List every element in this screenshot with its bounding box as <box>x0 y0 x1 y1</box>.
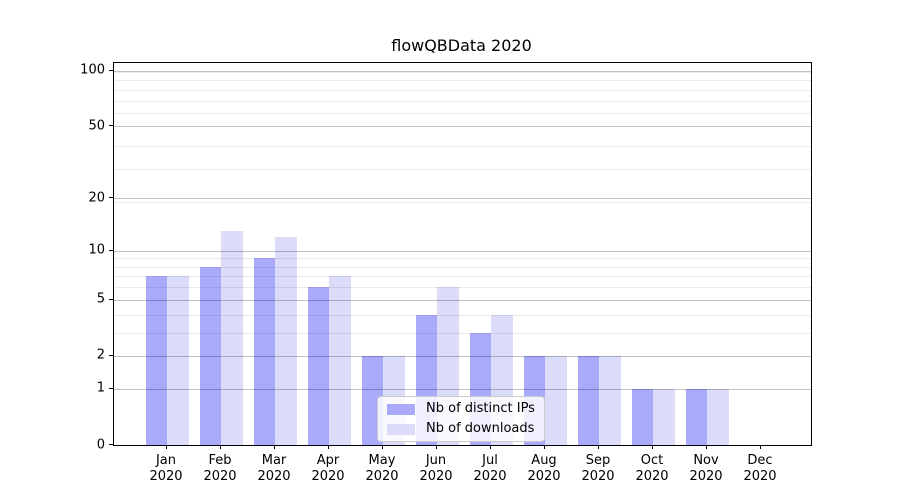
y-tick-label: 10 <box>88 242 105 258</box>
x-tick-label: Feb 2020 <box>203 453 237 484</box>
y-tick-mark <box>109 298 113 300</box>
legend-item-downloads: Nb of downloads <box>387 422 535 436</box>
bar-downloads-jan <box>167 276 189 445</box>
legend-swatch-downloads <box>387 423 415 435</box>
legend-item-distinct-ips: Nb of distinct IPs <box>387 402 535 416</box>
bar-distinct-ips-oct <box>631 388 653 445</box>
bar-downloads-oct <box>653 388 675 445</box>
gridline-minor <box>114 100 811 102</box>
x-tick-mark <box>760 445 761 449</box>
gridline-major <box>114 250 811 252</box>
y-tick-mark <box>109 444 113 445</box>
gridline-minor <box>114 314 811 316</box>
plot-area <box>113 62 812 446</box>
gridline-minor <box>114 258 811 260</box>
gridline-major <box>114 355 811 357</box>
bar-distinct-ips-nov <box>685 388 707 445</box>
x-tick-mark <box>328 445 329 449</box>
y-tick-mark <box>109 249 113 251</box>
gridline-minor <box>114 113 811 114</box>
gridline-major <box>114 198 811 200</box>
y-tick-mark <box>109 354 113 356</box>
gridline-minor <box>114 287 811 289</box>
bar-distinct-ips-apr <box>307 287 329 445</box>
bar-downloads-mar <box>275 237 297 445</box>
x-tick-label: May 2020 <box>365 453 399 484</box>
chart-title: flowQBData 2020 <box>391 36 532 55</box>
x-tick-mark <box>274 445 275 449</box>
gridline-minor <box>114 202 811 204</box>
y-tick-label: 50 <box>88 118 105 134</box>
gridline-minor <box>114 80 811 82</box>
x-tick-label: Aug 2020 <box>527 453 561 484</box>
x-tick-label: Dec 2020 <box>743 453 777 484</box>
x-tick-mark <box>436 445 437 449</box>
gridline-major <box>114 70 811 72</box>
bar-downloads-feb <box>221 231 243 445</box>
bar-distinct-ips-mar <box>253 258 275 445</box>
x-tick-mark <box>220 445 221 449</box>
bar-downloads-nov <box>707 388 729 445</box>
x-tick-mark <box>382 445 383 449</box>
gridline-minor <box>114 332 811 334</box>
bar-downloads-apr <box>329 276 351 445</box>
gridline-minor <box>114 145 811 147</box>
x-tick-mark <box>544 445 545 449</box>
legend-swatch-distinct-ips <box>387 403 415 415</box>
bar-distinct-ips-feb <box>199 266 221 445</box>
x-tick-label: Jan 2020 <box>149 453 183 484</box>
y-tick-mark <box>109 197 113 199</box>
y-tick-label: 5 <box>96 291 105 307</box>
x-tick-label: Nov 2020 <box>689 453 723 484</box>
y-tick-mark <box>109 387 113 389</box>
y-tick-mark <box>109 69 113 71</box>
gridline-minor <box>114 276 811 278</box>
gridline-major <box>114 126 811 128</box>
x-tick-mark <box>598 445 599 449</box>
gridline-minor <box>114 71 811 73</box>
legend: Nb of distinct IPs Nb of downloads <box>377 396 545 442</box>
gridline-minor <box>114 266 811 268</box>
x-tick-mark <box>166 445 167 449</box>
x-tick-label: Oct 2020 <box>635 453 669 484</box>
x-tick-mark <box>706 445 707 449</box>
y-tick-mark <box>109 125 113 127</box>
x-tick-label: Apr 2020 <box>311 453 345 484</box>
x-tick-label: Mar 2020 <box>257 453 291 484</box>
bar-downloads-aug <box>545 355 567 445</box>
legend-label: Nb of distinct IPs <box>426 401 535 416</box>
x-tick-label: Jun 2020 <box>419 453 453 484</box>
gridline-major <box>114 388 811 390</box>
y-tick-label: 20 <box>88 190 105 206</box>
y-tick-label: 0 <box>96 437 105 452</box>
x-tick-label: Sep 2020 <box>581 453 615 484</box>
bar-distinct-ips-jan <box>145 276 167 445</box>
bar-distinct-ips-sep <box>577 355 599 445</box>
y-tick-label: 1 <box>96 380 105 396</box>
gridline-major <box>114 299 811 301</box>
x-tick-mark <box>652 445 653 449</box>
x-tick-label: Jul 2020 <box>473 453 507 484</box>
legend-label: Nb of downloads <box>426 421 535 436</box>
gridline-minor <box>114 89 811 91</box>
bar-downloads-sep <box>599 355 621 445</box>
y-tick-label: 100 <box>80 62 105 78</box>
gridline-minor <box>114 169 811 171</box>
x-tick-mark <box>490 445 491 449</box>
y-tick-label: 2 <box>96 347 105 363</box>
